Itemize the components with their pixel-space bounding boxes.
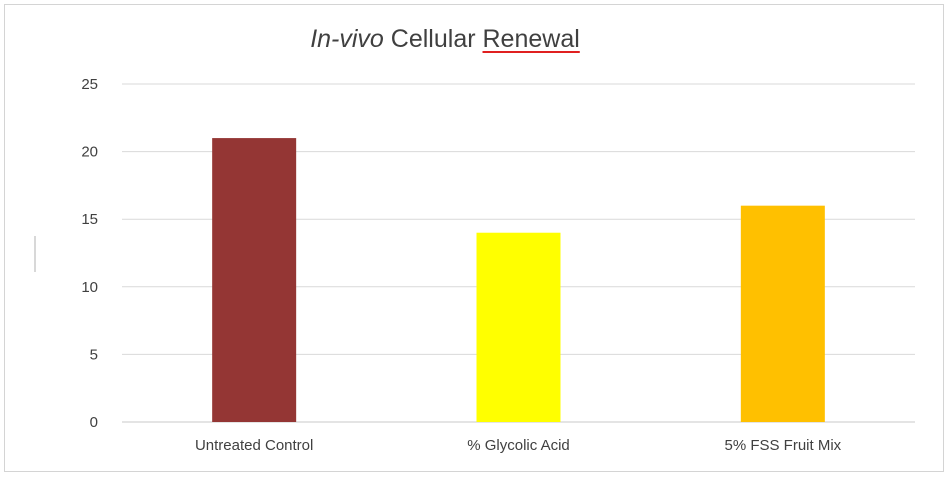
chart-title-part: In-vivo (310, 25, 384, 53)
y-tick-label: 15 (81, 211, 98, 228)
x-tick-label: Untreated Control (195, 437, 313, 454)
y-tick-label: 5 (90, 346, 98, 363)
y-tick-label: 25 (81, 76, 98, 93)
y-tick-label: 0 (90, 414, 98, 431)
x-axis-ticks: Untreated Control % Glycolic Acid 5% FSS F… (195, 437, 842, 454)
bar (212, 138, 297, 422)
chart-title: In-vivo Cellular Renewal (310, 25, 580, 53)
chart-title-part: Renewal (483, 25, 580, 53)
y-tick-label: 20 (81, 144, 98, 161)
bars (212, 138, 825, 422)
x-tick-label: 5% FSS Fruit Mix (724, 437, 841, 454)
chart-title-part: Cellular (384, 25, 483, 53)
bar (476, 232, 561, 422)
x-tick-label: % Glycolic Acid (467, 437, 570, 454)
y-axis-ticks: 0 5 10 15 20 25 (81, 76, 98, 431)
y-tick-label: 10 (81, 279, 98, 296)
bar (740, 205, 825, 422)
